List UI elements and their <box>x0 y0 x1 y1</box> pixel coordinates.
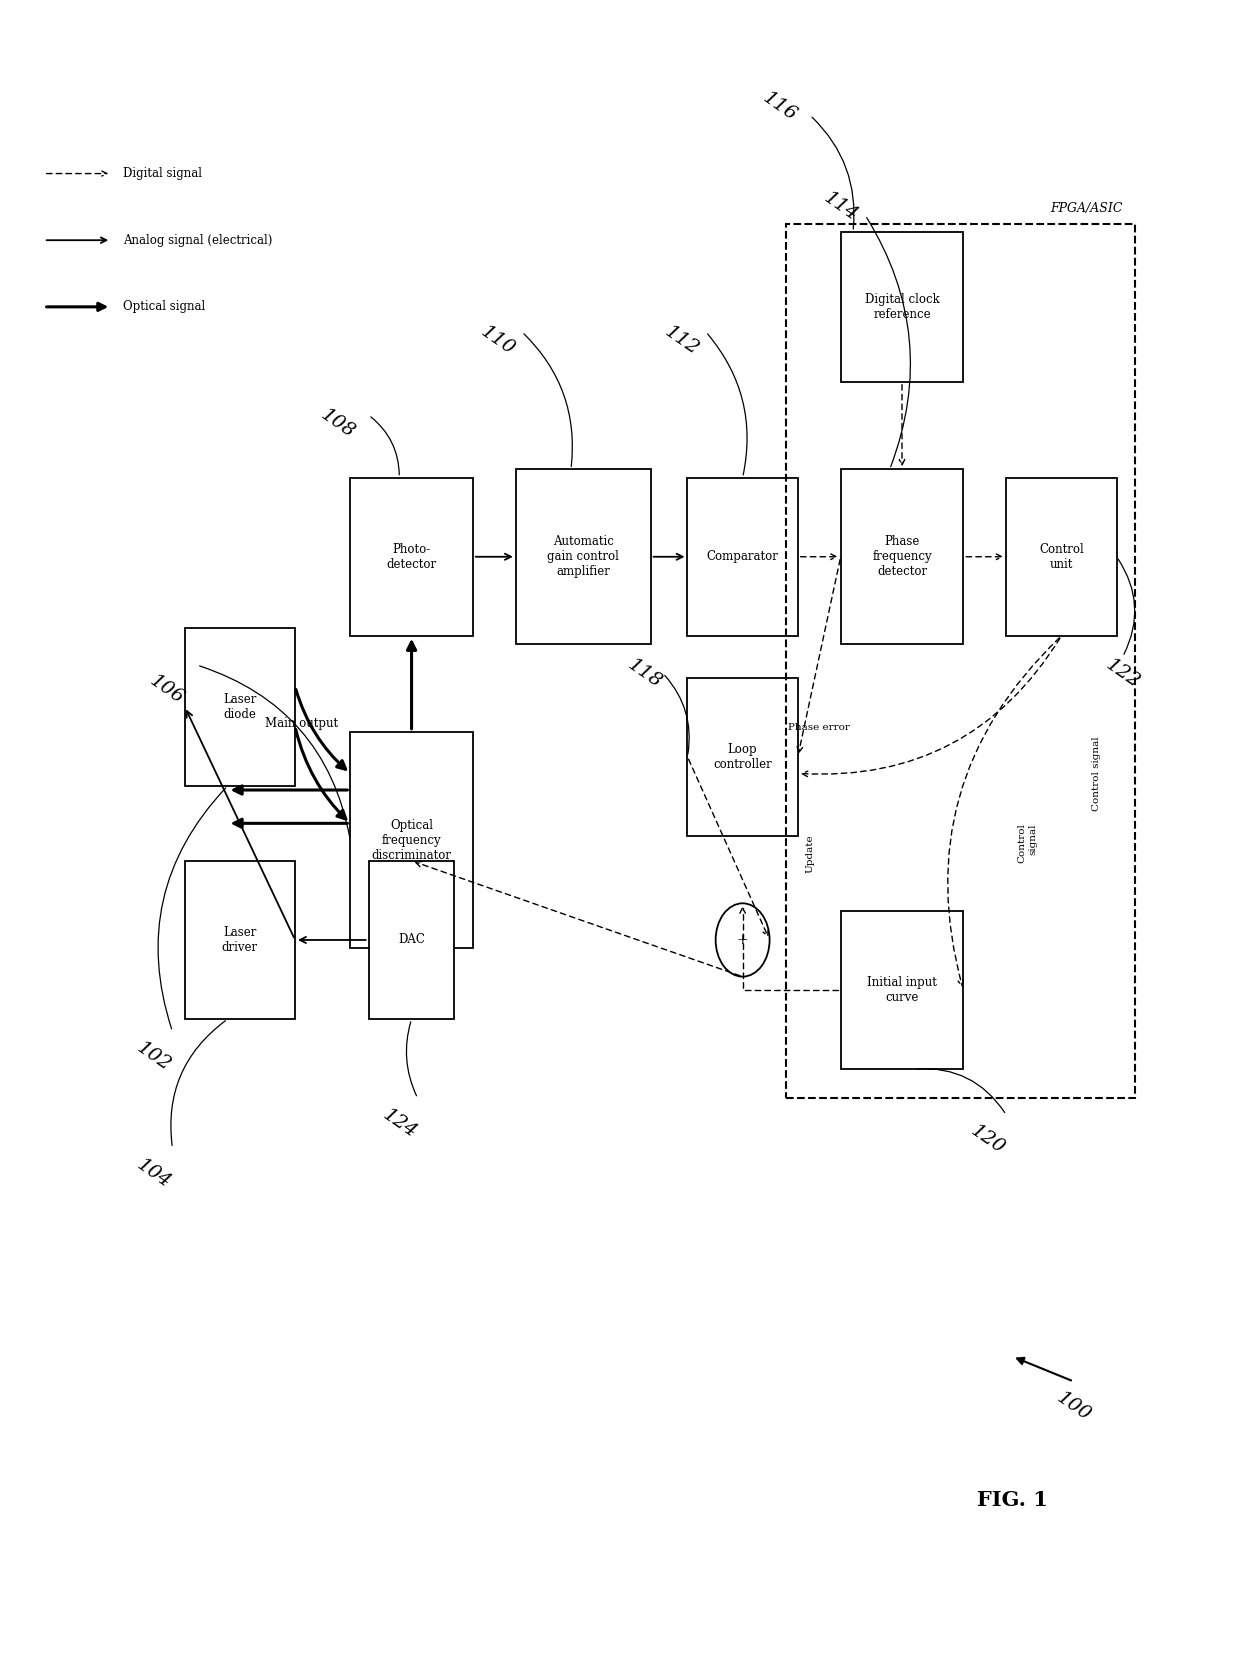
Text: 118: 118 <box>624 655 665 692</box>
Text: 114: 114 <box>821 188 861 225</box>
Text: Digital signal: Digital signal <box>124 166 202 180</box>
Text: FPGA/ASIC: FPGA/ASIC <box>1050 202 1122 215</box>
Text: Initial input
curve: Initial input curve <box>867 976 937 1005</box>
FancyBboxPatch shape <box>687 677 797 837</box>
Text: 100: 100 <box>1053 1388 1094 1425</box>
Text: 106: 106 <box>146 672 187 707</box>
Text: Phase error: Phase error <box>789 722 851 732</box>
Text: Automatic
gain control
amplifier: Automatic gain control amplifier <box>547 536 619 578</box>
Text: Analog signal (electrical): Analog signal (electrical) <box>124 234 273 247</box>
FancyBboxPatch shape <box>185 628 295 786</box>
FancyBboxPatch shape <box>841 911 963 1068</box>
Text: Main output: Main output <box>265 717 339 729</box>
FancyBboxPatch shape <box>516 469 651 643</box>
Text: Control
signal: Control signal <box>1018 823 1037 864</box>
FancyBboxPatch shape <box>350 732 472 948</box>
Text: 116: 116 <box>759 89 800 124</box>
Text: DAC: DAC <box>398 934 425 946</box>
Text: Laser
driver: Laser driver <box>222 926 258 954</box>
Text: Laser
diode: Laser diode <box>223 692 257 721</box>
Text: Comparator: Comparator <box>707 551 779 563</box>
Text: Optical
frequency
discriminator: Optical frequency discriminator <box>372 818 451 862</box>
Text: Phase
frequency
detector: Phase frequency detector <box>872 536 931 578</box>
Text: 102: 102 <box>134 1038 175 1075</box>
Text: 112: 112 <box>661 323 702 358</box>
Text: Update: Update <box>806 835 815 874</box>
Text: 110: 110 <box>477 323 518 358</box>
Text: Photo-
detector: Photo- detector <box>387 543 436 571</box>
Text: Digital clock
reference: Digital clock reference <box>864 292 940 321</box>
Text: Loop
controller: Loop controller <box>713 743 773 771</box>
FancyBboxPatch shape <box>841 232 963 381</box>
FancyBboxPatch shape <box>687 477 797 637</box>
Text: FIG. 1: FIG. 1 <box>977 1490 1048 1510</box>
Text: 122: 122 <box>1102 655 1143 692</box>
FancyBboxPatch shape <box>841 469 963 643</box>
FancyBboxPatch shape <box>185 860 295 1020</box>
FancyBboxPatch shape <box>1006 477 1116 637</box>
Text: 120: 120 <box>967 1122 1008 1158</box>
Text: 104: 104 <box>134 1156 175 1191</box>
Text: Control
unit: Control unit <box>1039 543 1084 571</box>
Text: Control signal: Control signal <box>1092 736 1101 811</box>
Text: +: + <box>737 932 749 948</box>
FancyBboxPatch shape <box>350 477 472 637</box>
Text: Optical signal: Optical signal <box>124 301 206 314</box>
Text: 108: 108 <box>317 405 358 442</box>
FancyBboxPatch shape <box>368 860 455 1020</box>
Text: 124: 124 <box>379 1105 419 1141</box>
